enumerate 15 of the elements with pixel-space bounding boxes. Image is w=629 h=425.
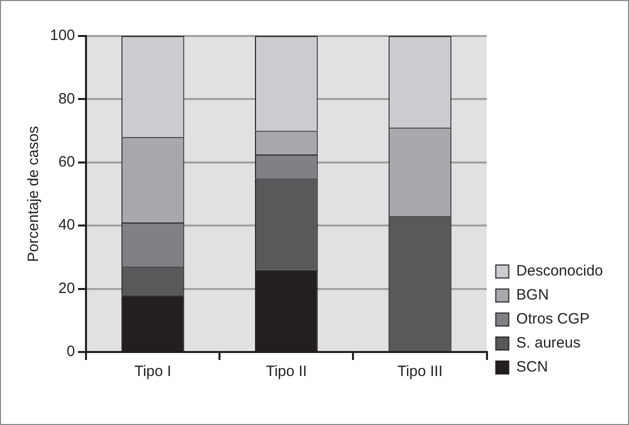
y-axis-title: Porcentaje de casos bbox=[25, 126, 42, 262]
y-tick-label: 20 bbox=[58, 280, 76, 297]
y-tick-label: 100 bbox=[50, 27, 76, 44]
legend-label: BGN bbox=[516, 286, 549, 304]
x-tick-label: Tipo II bbox=[266, 363, 307, 380]
legend-label: S. aureus bbox=[516, 334, 580, 352]
x-tick-label: Tipo III bbox=[397, 363, 443, 380]
y-tick-label: 0 bbox=[66, 343, 76, 360]
legend-label: Otros CGP bbox=[516, 310, 590, 328]
y-tick-label: 80 bbox=[58, 90, 76, 108]
y-tick-label: 40 bbox=[58, 216, 76, 234]
y-tick-label: 60 bbox=[58, 154, 76, 171]
legend-label: SCN bbox=[516, 358, 548, 376]
x-tick-label: Tipo I bbox=[134, 363, 172, 380]
legend-label: Desconocido bbox=[516, 262, 603, 280]
